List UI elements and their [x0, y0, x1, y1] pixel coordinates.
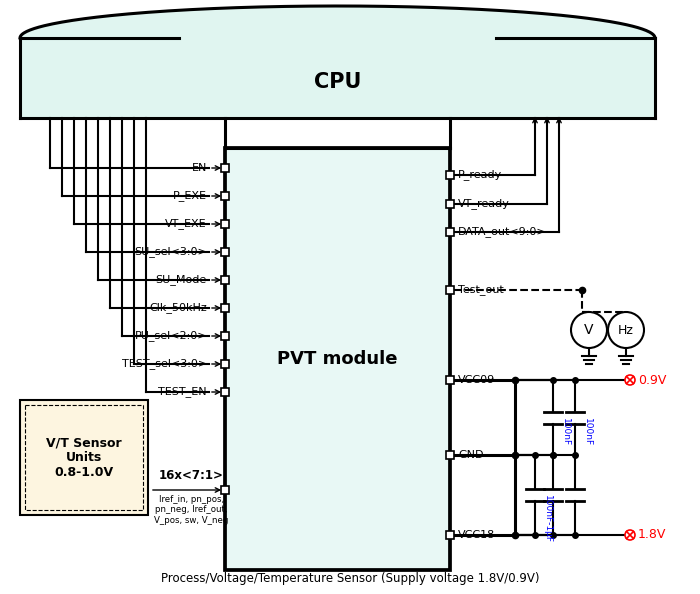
Text: 1.8V: 1.8V [638, 529, 666, 542]
Bar [446, 376, 454, 384]
Circle shape [625, 375, 635, 385]
Text: PVT module: PVT module [277, 350, 398, 368]
Text: VCC18: VCC18 [458, 530, 496, 540]
Circle shape [571, 312, 607, 348]
Text: GND: GND [458, 450, 484, 460]
Bar [221, 486, 229, 494]
Text: 0.9V: 0.9V [638, 374, 666, 387]
Text: V: V [584, 323, 594, 337]
Bar [20, 38, 655, 118]
Bar [25, 405, 143, 510]
Text: PU_sel<2:0>: PU_sel<2:0> [134, 330, 207, 342]
Bar [221, 164, 229, 172]
Bar [221, 220, 229, 228]
Text: 100nF: 100nF [561, 418, 570, 446]
Bar [20, 400, 148, 515]
Bar [446, 286, 454, 294]
Bar [446, 171, 454, 179]
Text: V/T Sensor
Units
0.8-1.0V: V/T Sensor Units 0.8-1.0V [46, 436, 122, 479]
Bar [221, 304, 229, 312]
Text: Process/Voltage/Temperature Sensor (Supply voltage 1.8V/0.9V): Process/Voltage/Temperature Sensor (Supp… [161, 572, 539, 585]
Text: VT_EXE: VT_EXE [165, 219, 207, 229]
Text: 100nF-1μF: 100nF-1μF [542, 495, 552, 543]
Text: CPU: CPU [314, 72, 361, 92]
Text: 100nF: 100nF [582, 418, 592, 446]
Text: VCC09: VCC09 [458, 375, 496, 385]
Bar [225, 148, 450, 570]
Text: Clk_50kHz: Clk_50kHz [149, 302, 207, 314]
Text: VT_ready: VT_ready [458, 198, 510, 210]
Text: Test_out: Test_out [458, 285, 504, 295]
Text: DATA_out<9:0>: DATA_out<9:0> [458, 226, 547, 238]
Bar [221, 248, 229, 256]
Bar [221, 192, 229, 200]
Text: TEST_EN: TEST_EN [158, 387, 207, 397]
Bar [446, 200, 454, 208]
Circle shape [608, 312, 644, 348]
Bar [221, 360, 229, 368]
Text: Iref_in, pn_pos,
pn_neg, Iref_out,
V_pos, sw, V_neg: Iref_in, pn_pos, pn_neg, Iref_out, V_pos… [154, 495, 229, 525]
Bar [446, 451, 454, 459]
Bar [446, 228, 454, 236]
Bar [446, 531, 454, 539]
Circle shape [625, 530, 635, 540]
Text: P_ready: P_ready [458, 169, 503, 181]
Text: P_EXE: P_EXE [173, 191, 207, 201]
Text: SU_sel<3:0>: SU_sel<3:0> [134, 247, 207, 257]
Bar [221, 388, 229, 396]
Bar [221, 332, 229, 340]
Text: TEST_sel<3:0>: TEST_sel<3:0> [122, 359, 207, 369]
Polygon shape [20, 6, 655, 38]
Text: 16x<7:1>: 16x<7:1> [159, 469, 224, 482]
Text: EN: EN [192, 163, 207, 173]
Text: Hz: Hz [618, 324, 634, 336]
Text: SU_Mode: SU_Mode [155, 274, 207, 286]
Bar [221, 276, 229, 284]
